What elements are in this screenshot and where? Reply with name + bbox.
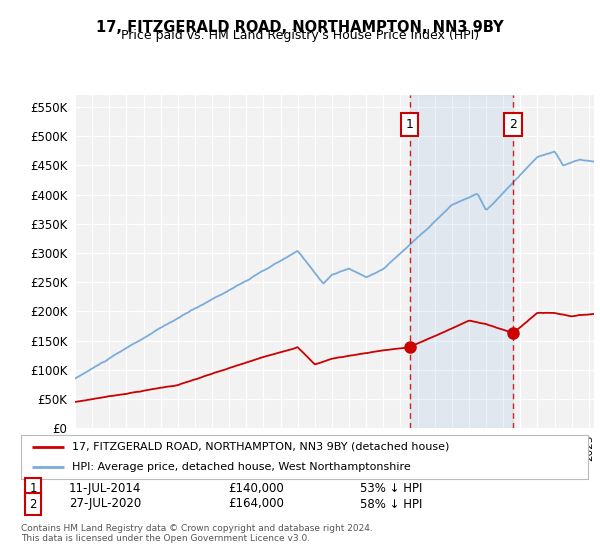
Text: 1: 1 — [29, 482, 37, 495]
Text: £140,000: £140,000 — [228, 482, 284, 495]
Text: 58% ↓ HPI: 58% ↓ HPI — [360, 497, 422, 511]
Text: £164,000: £164,000 — [228, 497, 284, 511]
Text: 17, FITZGERALD ROAD, NORTHAMPTON, NN3 9BY (detached house): 17, FITZGERALD ROAD, NORTHAMPTON, NN3 9B… — [72, 442, 449, 452]
Text: Price paid vs. HM Land Registry's House Price Index (HPI): Price paid vs. HM Land Registry's House … — [121, 29, 479, 42]
Text: Contains HM Land Registry data © Crown copyright and database right 2024.
This d: Contains HM Land Registry data © Crown c… — [21, 524, 373, 543]
Text: 2: 2 — [509, 118, 517, 131]
Bar — [410, 95, 513, 428]
Text: 27-JUL-2020: 27-JUL-2020 — [69, 497, 141, 511]
Text: 2: 2 — [29, 497, 37, 511]
Text: 17, FITZGERALD ROAD, NORTHAMPTON, NN3 9BY: 17, FITZGERALD ROAD, NORTHAMPTON, NN3 9B… — [96, 20, 504, 35]
Text: 53% ↓ HPI: 53% ↓ HPI — [360, 482, 422, 495]
Text: 1: 1 — [406, 118, 413, 131]
Text: 11-JUL-2014: 11-JUL-2014 — [69, 482, 142, 495]
Text: HPI: Average price, detached house, West Northamptonshire: HPI: Average price, detached house, West… — [72, 462, 411, 472]
